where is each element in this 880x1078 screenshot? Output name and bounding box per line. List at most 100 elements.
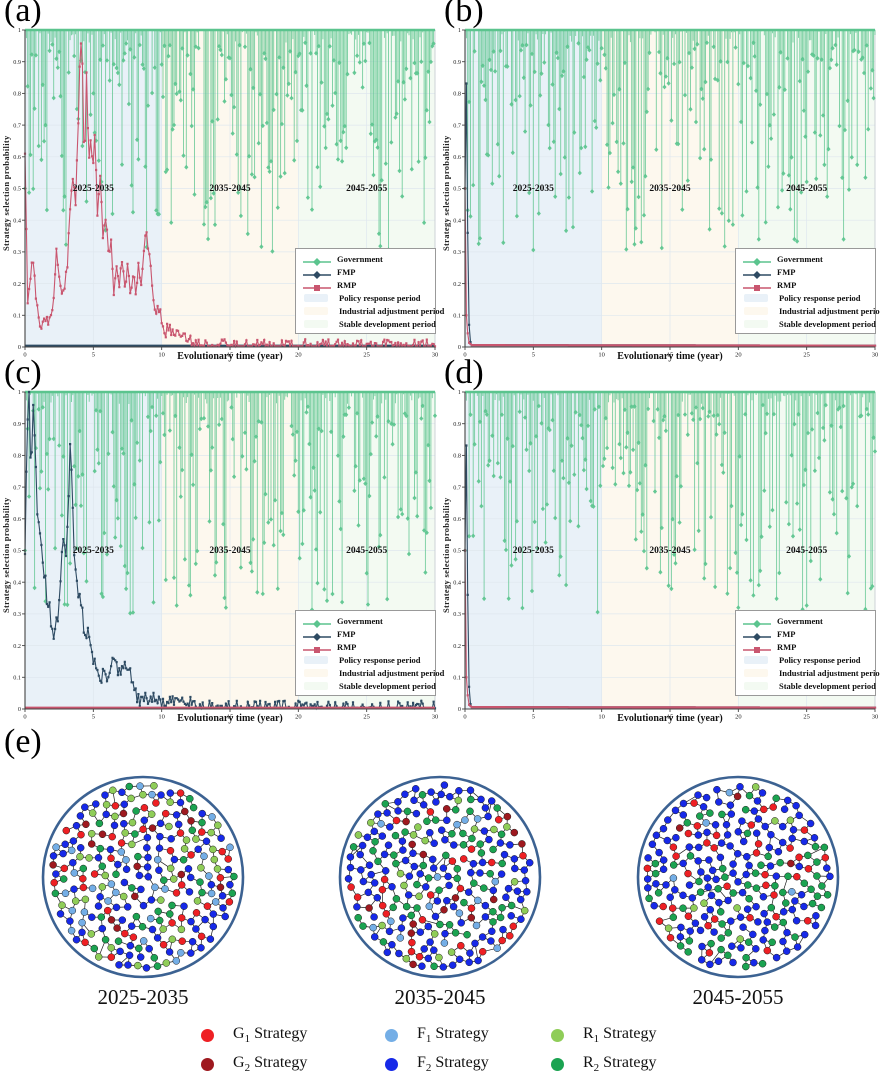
- y-tick-label: 0.4: [13, 217, 21, 224]
- network-node-f2: [516, 895, 525, 904]
- network-node-g2: [489, 895, 498, 904]
- y-tick-label: 0: [18, 706, 21, 713]
- legend-label: FMP: [777, 266, 796, 277]
- network-node-r1: [159, 925, 167, 933]
- legend-row-period: Stable development period: [302, 317, 436, 330]
- network-node-g1: [659, 902, 667, 911]
- network-node-f2: [70, 885, 78, 893]
- x-tick-label: 20: [735, 714, 742, 721]
- network-node-g1: [704, 921, 712, 930]
- network-node-f2: [153, 934, 162, 942]
- network-node-r1: [147, 810, 156, 818]
- network-node-f2: [688, 894, 697, 902]
- x-tick-label: 10: [598, 352, 605, 359]
- network-node-r1: [503, 823, 511, 831]
- network-node-f2: [52, 870, 60, 878]
- network-node-f2: [124, 961, 132, 969]
- network-node-f1: [455, 909, 464, 917]
- network-node-r1: [76, 852, 84, 861]
- network-node-r2: [51, 889, 60, 898]
- network-title-1: 2025-2035: [97, 985, 189, 1009]
- network-node-r2: [685, 937, 694, 945]
- network-node-g1: [723, 882, 731, 891]
- network-node-f2: [66, 917, 74, 925]
- network-node-f2: [643, 875, 652, 883]
- network-node-f1: [122, 856, 130, 864]
- network-node-g1: [90, 870, 99, 878]
- network-node-r1: [771, 817, 779, 825]
- network-node-r1: [168, 935, 177, 944]
- network-node-f2: [116, 947, 124, 956]
- network-node-r2: [389, 903, 397, 912]
- network-node-f2: [176, 798, 185, 807]
- network-node-f2: [780, 805, 789, 814]
- network-node-g1: [121, 929, 129, 938]
- network-node-f2: [810, 834, 819, 842]
- network-node-g1: [378, 901, 387, 910]
- network-node-r2: [784, 872, 792, 881]
- network-node-g1: [192, 909, 201, 917]
- network-node-f2: [206, 935, 215, 943]
- network-node-f2: [431, 912, 440, 921]
- network-node-r2: [154, 907, 162, 916]
- network-node-g2: [133, 862, 141, 871]
- period-label: 2035-2045: [209, 183, 251, 194]
- network-node-f2: [705, 856, 713, 864]
- legend-patch-icon: [304, 668, 328, 677]
- network-node-f2: [144, 853, 152, 862]
- network-node-f1: [474, 896, 482, 905]
- network-node-f2: [428, 855, 437, 864]
- network-node-f2: [772, 953, 781, 962]
- network-node-r1: [520, 906, 529, 915]
- network-node-g1: [176, 829, 185, 837]
- y-tick-label: 0.6: [453, 154, 461, 161]
- y-tick-label: 0.3: [13, 249, 21, 256]
- network-node-f2: [726, 842, 734, 850]
- legend-row-period: Stable development period: [742, 679, 876, 692]
- network-node-r2: [470, 879, 478, 887]
- network-node-r2: [751, 869, 760, 877]
- network-node-r2: [507, 901, 516, 910]
- network-node-f1: [67, 926, 76, 935]
- network-node-r2: [155, 916, 164, 925]
- panel-c: (c) Strategy selection probability 0 5 10 1…: [0, 354, 444, 724]
- y-tick-label: 0.8: [453, 91, 461, 98]
- network-node-f2: [186, 873, 195, 882]
- network-node-r2: [413, 904, 421, 912]
- legend-item-g2: G2 Strategy: [201, 1054, 307, 1074]
- network-node-f2: [671, 886, 679, 894]
- network-node-f2: [127, 922, 136, 930]
- network-node-g1: [117, 839, 126, 847]
- legend-patch-icon: [304, 293, 328, 302]
- y-tick-label: 0.9: [453, 59, 461, 66]
- network-boundary: [636, 775, 840, 979]
- network-node-r2: [771, 882, 779, 890]
- x-tick-label: 5: [92, 714, 95, 721]
- network-node-r1: [470, 825, 479, 833]
- legend-line-icon: [302, 629, 332, 641]
- network-node-r2: [79, 864, 88, 873]
- network-node-f2: [738, 888, 747, 897]
- network-node-r1: [378, 921, 386, 930]
- legend-label: RMP: [777, 279, 797, 290]
- y-tick-label: 0.1: [13, 313, 21, 320]
- network-node-f2: [427, 788, 435, 796]
- network-node-g1: [672, 852, 680, 860]
- legend-label: Stable development period: [339, 680, 436, 691]
- network-node-g1: [703, 839, 711, 847]
- network-node-f2: [125, 951, 134, 960]
- network-node-r1: [81, 895, 90, 904]
- network-node-g1: [378, 885, 387, 894]
- network-node-f2: [652, 880, 660, 888]
- network-node-f2: [800, 930, 809, 939]
- network-node-r2: [808, 899, 817, 908]
- network-node-f2: [476, 869, 484, 877]
- period-label: 2045-2055: [786, 183, 828, 194]
- network-node-f2: [671, 806, 680, 815]
- network-node-f2: [800, 902, 808, 911]
- network-node-f2: [694, 857, 702, 865]
- network-node-f2: [140, 816, 149, 825]
- network-node-g2: [107, 916, 116, 924]
- network-node-f2: [419, 801, 428, 809]
- network-node-r2: [486, 869, 494, 878]
